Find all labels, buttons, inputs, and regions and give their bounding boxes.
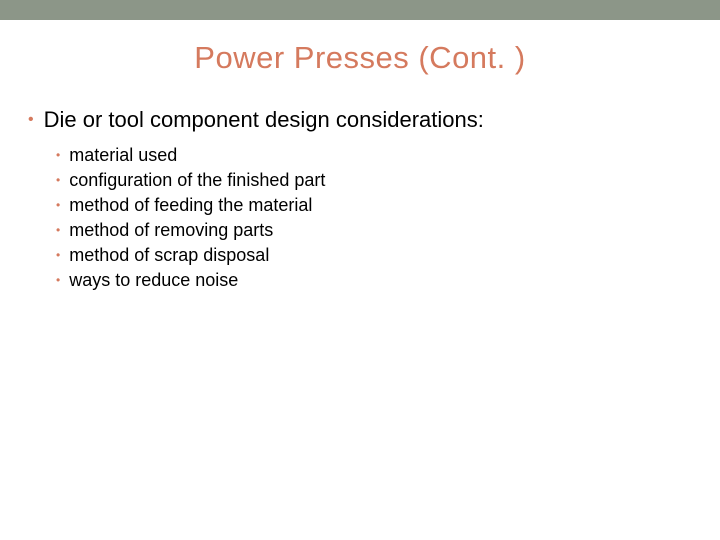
top-accent-bar (0, 0, 720, 20)
list-item-text: method of removing parts (69, 219, 273, 241)
bullet-icon: • (56, 169, 60, 191)
sublist: • material used • configuration of the f… (28, 144, 720, 291)
list-item: • Die or tool component design considera… (28, 106, 720, 134)
bullet-icon: • (56, 219, 60, 241)
bullet-icon: • (56, 194, 60, 216)
bullet-icon: • (56, 269, 60, 291)
bullet-icon: • (28, 106, 34, 134)
slide-content: • Die or tool component design considera… (0, 106, 720, 291)
list-item: • method of feeding the material (56, 194, 720, 216)
bullet-icon: • (56, 144, 60, 166)
list-item-text: Die or tool component design considerati… (44, 106, 484, 134)
list-item-text: material used (69, 144, 177, 166)
list-item-text: configuration of the finished part (69, 169, 325, 191)
list-item-text: method of feeding the material (69, 194, 312, 216)
list-item: • method of scrap disposal (56, 244, 720, 266)
bullet-icon: • (56, 244, 60, 266)
list-item-text: ways to reduce noise (69, 269, 238, 291)
list-item-text: method of scrap disposal (69, 244, 269, 266)
list-item: • configuration of the finished part (56, 169, 720, 191)
list-item: • ways to reduce noise (56, 269, 720, 291)
slide-title: Power Presses (Cont. ) (0, 40, 720, 76)
list-item: • method of removing parts (56, 219, 720, 241)
list-item: • material used (56, 144, 720, 166)
